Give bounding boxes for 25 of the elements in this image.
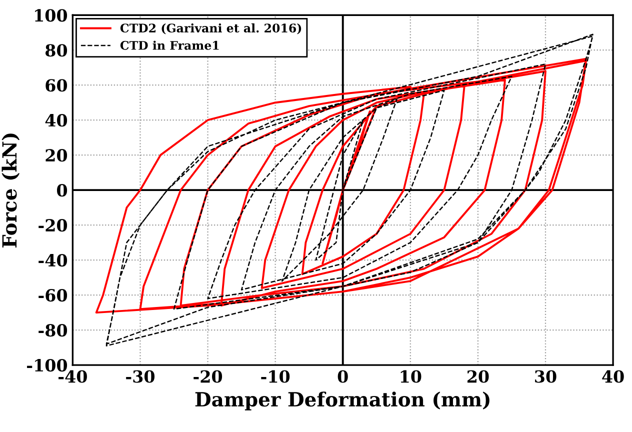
y-tick-label: 40 <box>45 114 68 127</box>
x-tick-label: -40 <box>58 370 87 383</box>
x-tick-label: -10 <box>261 370 290 383</box>
y-tick-label: -60 <box>38 289 68 302</box>
x-tick-label: 10 <box>400 370 422 383</box>
y-tick-label: -20 <box>38 219 68 232</box>
legend-label: CTD in Frame1 <box>120 40 219 50</box>
y-axis-title: Force (kN) <box>2 134 20 248</box>
x-axis-title: Damper Deformation (mm) <box>195 392 490 410</box>
y-tick-label: 80 <box>45 44 68 57</box>
y-tick-label: 100 <box>35 9 68 22</box>
x-tick-label: -30 <box>126 370 154 383</box>
x-tick-label: -20 <box>194 370 222 383</box>
legend-label: CTD2 (Garivani et al. 2016) <box>120 23 302 34</box>
x-tick-label: 30 <box>535 370 556 383</box>
line-series <box>95 58 587 314</box>
x-tick-label: 0 <box>338 370 348 383</box>
y-tick-label: -100 <box>27 359 68 372</box>
y-tick-label: -40 <box>38 254 68 267</box>
y-tick-label: 20 <box>46 149 68 162</box>
y-tick-label: 60 <box>46 79 68 92</box>
y-tick-label: -80 <box>38 324 68 337</box>
x-tick-label: 40 <box>602 370 624 383</box>
y-tick-label: 0 <box>57 184 68 197</box>
x-tick-label: 20 <box>467 370 489 383</box>
